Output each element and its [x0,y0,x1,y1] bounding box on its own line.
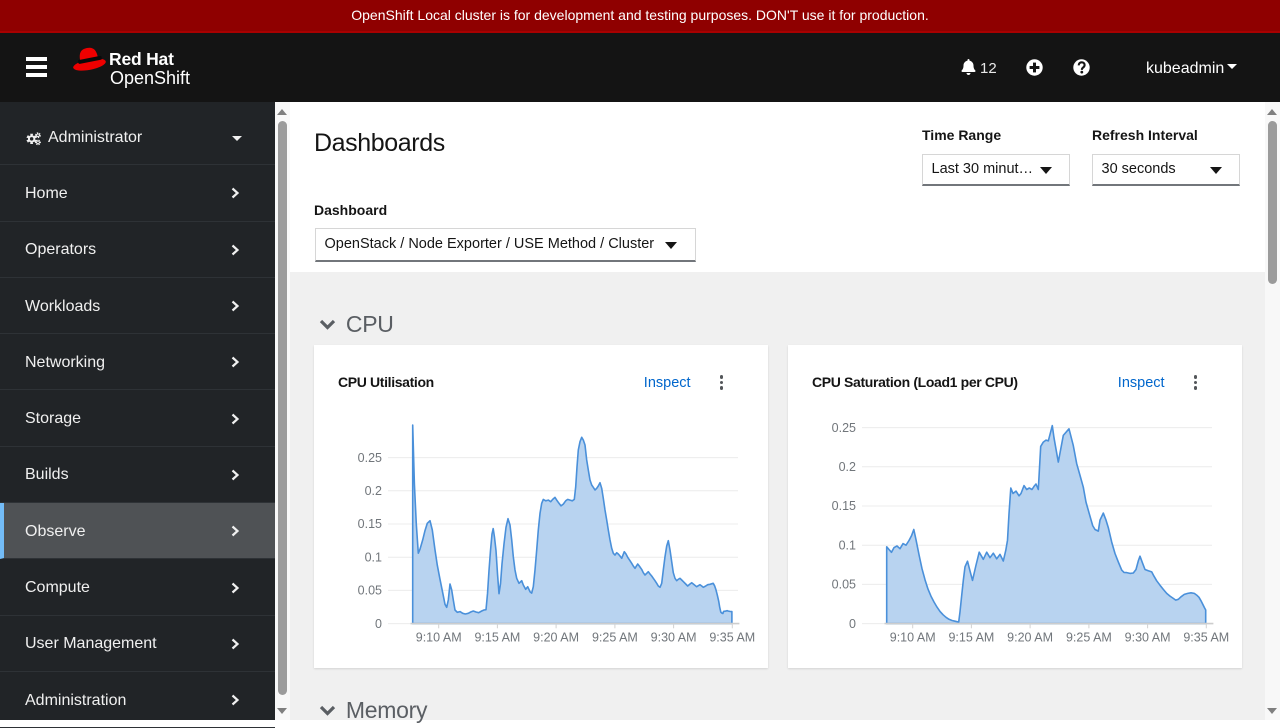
svg-text:9:10 AM: 9:10 AM [416,631,462,645]
svg-text:0: 0 [849,617,856,631]
svg-text:9:30 AM: 9:30 AM [1125,631,1171,645]
svg-text:9:10 AM: 9:10 AM [890,631,936,645]
svg-text:9:30 AM: 9:30 AM [651,631,697,645]
svg-text:0.1: 0.1 [839,538,856,552]
svg-text:9:15 AM: 9:15 AM [948,631,994,645]
svg-text:9:35 AM: 9:35 AM [1183,631,1229,645]
svg-text:9:25 AM: 9:25 AM [1066,631,1112,645]
svg-text:9:20 AM: 9:20 AM [1007,631,1053,645]
svg-text:0.2: 0.2 [365,484,382,498]
svg-text:0.15: 0.15 [358,517,382,531]
svg-text:0.05: 0.05 [358,584,382,598]
svg-text:9:20 AM: 9:20 AM [533,631,579,645]
svg-text:0.05: 0.05 [832,578,856,592]
svg-text:0: 0 [375,617,382,631]
svg-text:0.2: 0.2 [839,460,856,474]
svg-text:0.1: 0.1 [365,550,382,564]
svg-text:9:15 AM: 9:15 AM [474,631,520,645]
svg-text:0.25: 0.25 [358,451,382,465]
svg-text:9:25 AM: 9:25 AM [592,631,638,645]
svg-text:0.25: 0.25 [832,421,856,435]
svg-text:0.15: 0.15 [832,499,856,513]
svg-text:9:35 AM: 9:35 AM [709,631,755,645]
